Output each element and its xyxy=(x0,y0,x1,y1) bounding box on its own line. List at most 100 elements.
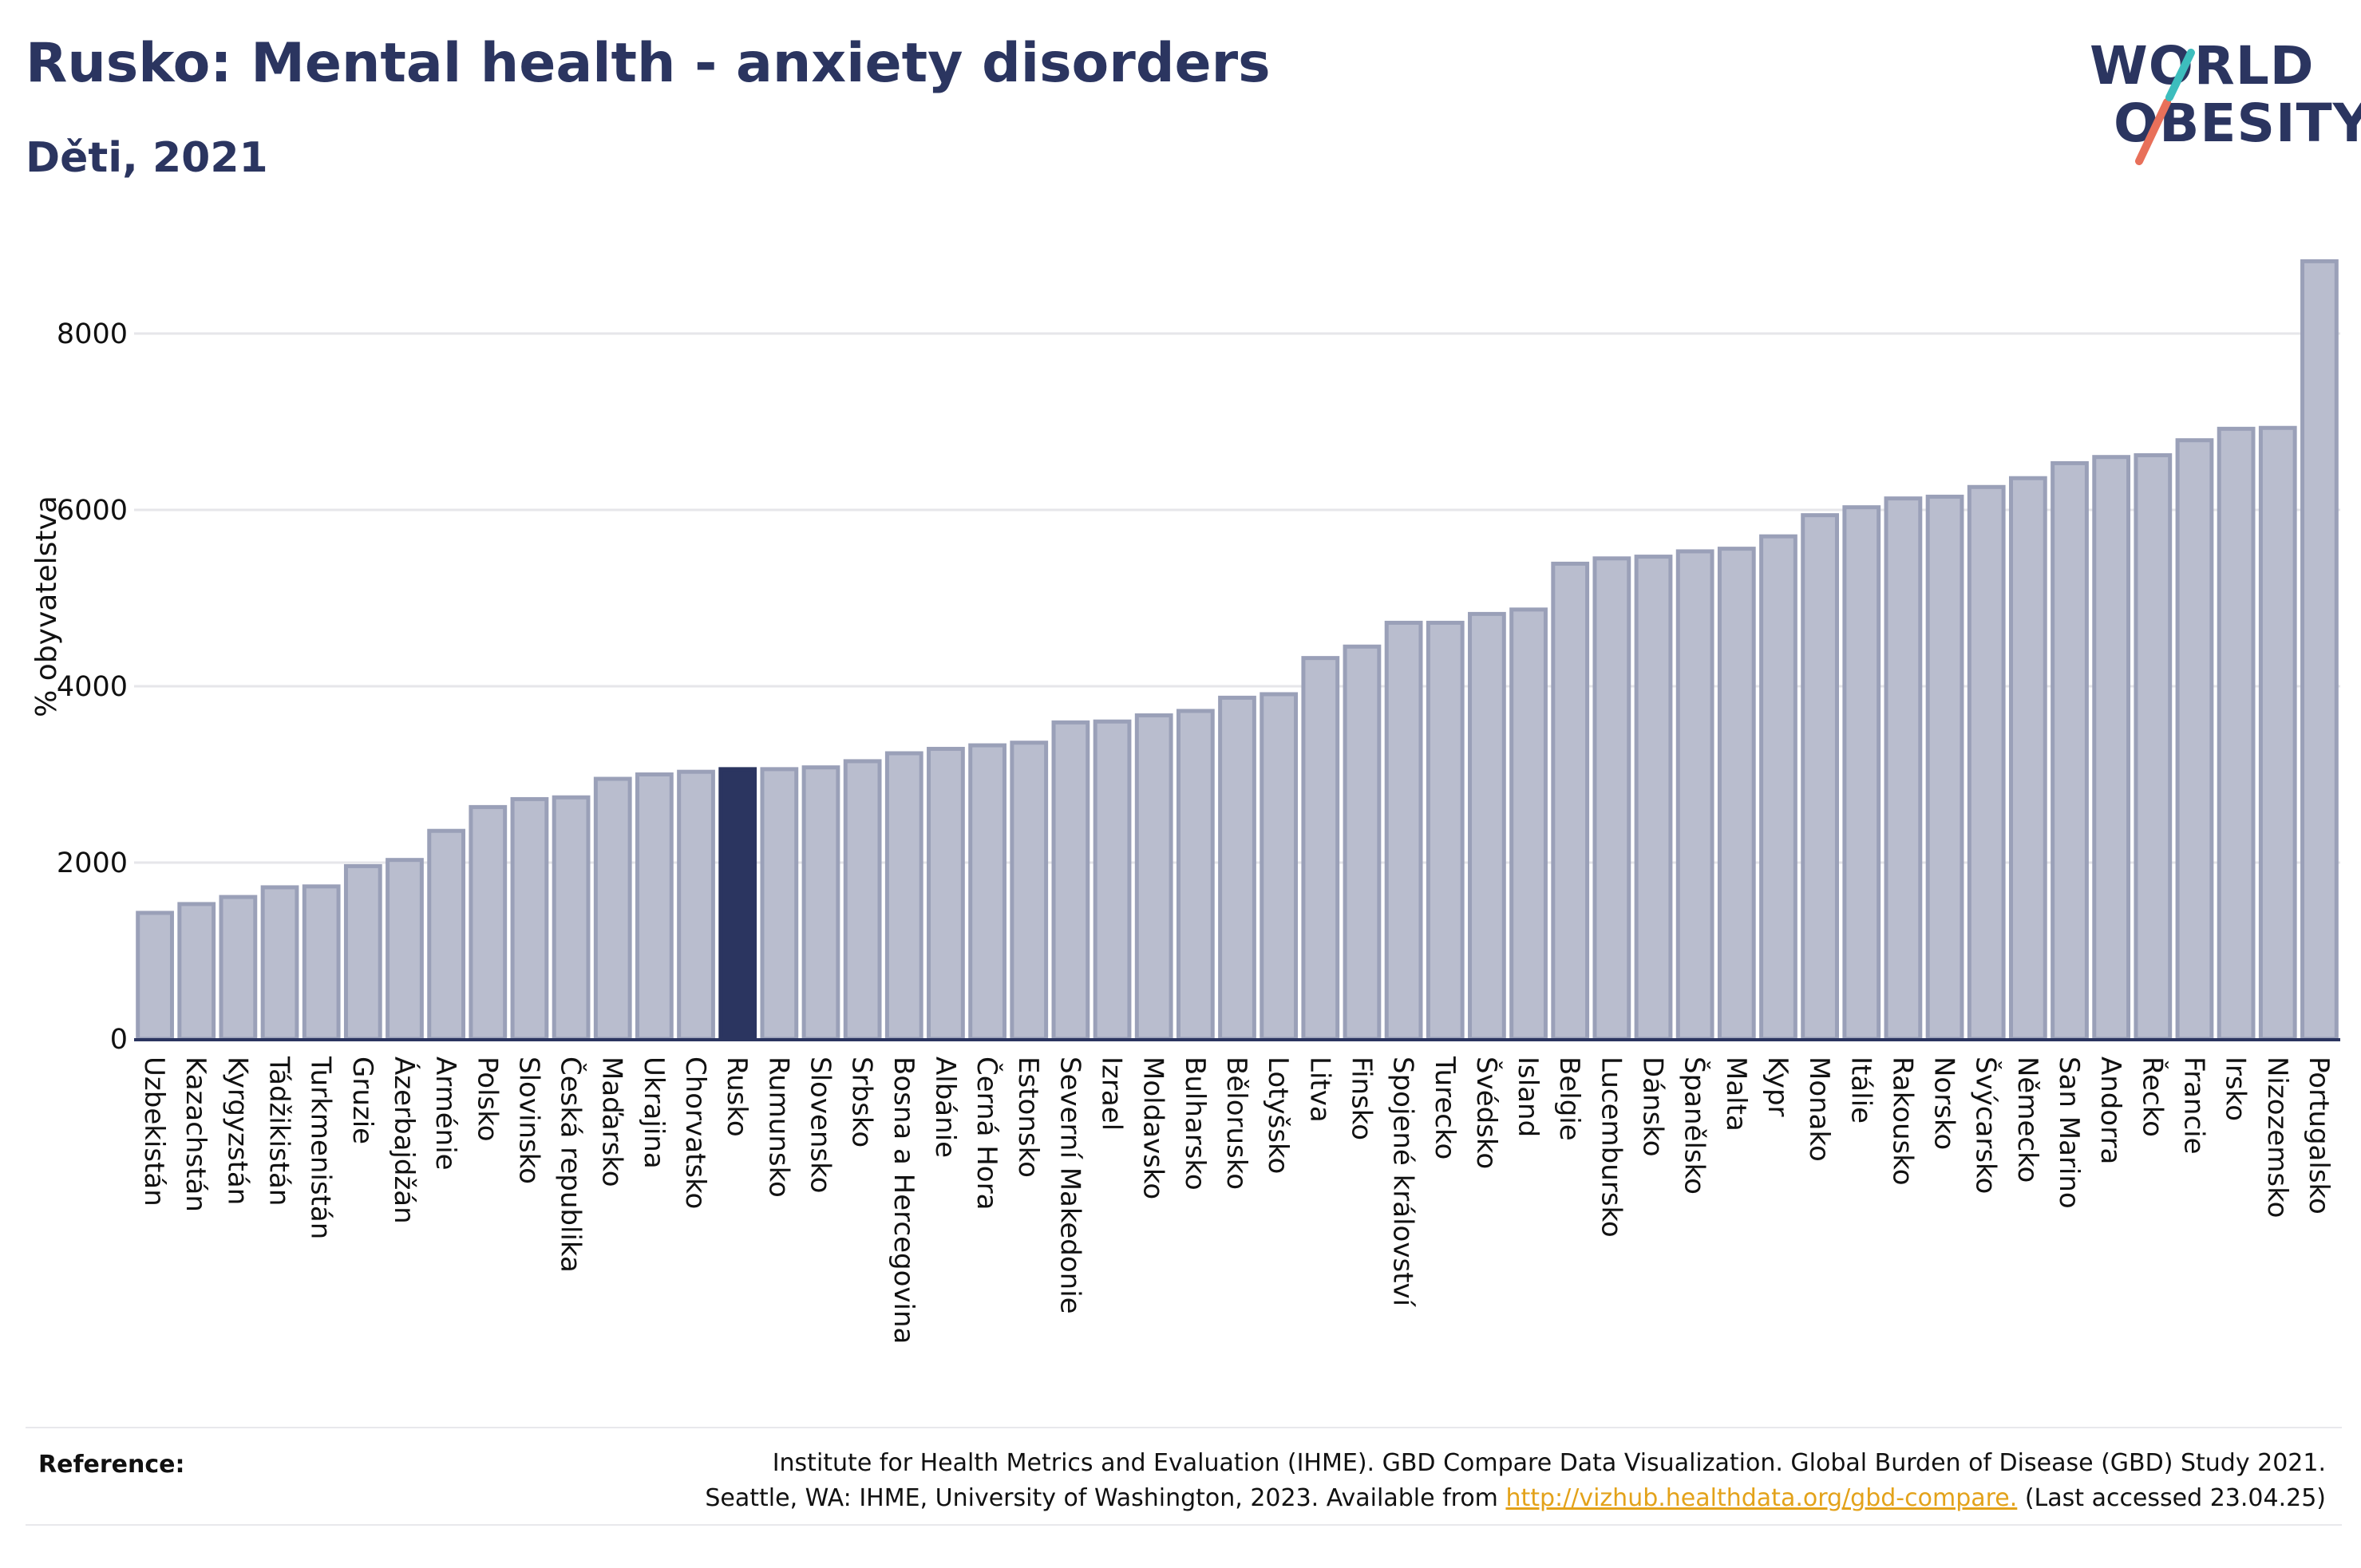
x-tick-label: Severní Makedonie xyxy=(1054,1057,1086,1314)
reference-label: Reference: xyxy=(38,1451,185,1479)
bar-Slovinsko xyxy=(510,796,549,1041)
x-tick-label: Belgie xyxy=(1553,1057,1585,1141)
bar-Španělsko xyxy=(1675,549,1714,1041)
x-tick-label: Spojené království xyxy=(1387,1057,1419,1308)
bar-Izrael xyxy=(1093,719,1132,1041)
bar-Albánie xyxy=(927,746,965,1041)
bar-Řecko xyxy=(2134,452,2173,1041)
bar-Finsko xyxy=(1343,644,1382,1041)
x-tick-labels: Uzbekistán Kazachstán Kyrgyzstán Tádžikistá… xyxy=(138,1056,2335,1344)
x-tick-label: Malta xyxy=(1720,1057,1752,1132)
x-tick-label: Dánsko xyxy=(1637,1057,1669,1157)
bar-Švýcarsko xyxy=(1967,484,2006,1041)
x-tick-label: Turecko xyxy=(1429,1056,1461,1159)
x-tick-label: Francie xyxy=(2177,1057,2209,1155)
bar-Irsko xyxy=(2217,426,2256,1041)
x-tick-label: Nizozemsko xyxy=(2261,1057,2293,1218)
x-tick-label: Kazachstán xyxy=(180,1057,212,1212)
x-tick-label: Německo xyxy=(2011,1057,2043,1183)
logo-line-1: WORLD xyxy=(2090,35,2315,97)
x-tick-label: Lucembursko xyxy=(1595,1057,1627,1238)
x-tick-label: Španělsko xyxy=(1679,1057,1711,1195)
bar-Srbsko xyxy=(843,759,882,1041)
x-tick-label: Finsko xyxy=(1345,1057,1377,1140)
bars xyxy=(136,259,2339,1041)
x-tick-label: Turkmenistán xyxy=(305,1056,337,1239)
bar-Gruzie xyxy=(343,863,382,1041)
x-tick-label: Bosna a Hercegovina xyxy=(888,1057,919,1344)
x-tick-label: Slovinsko xyxy=(512,1057,544,1184)
bar-Belgie xyxy=(1551,561,1590,1041)
bar-Turecko xyxy=(1426,620,1465,1041)
x-tick-label: Rusko xyxy=(721,1057,753,1137)
x-tick-label: Slovensko xyxy=(804,1057,836,1193)
bar-Turkmenistán xyxy=(302,884,341,1041)
x-tick-label: Tádžikistán xyxy=(263,1056,295,1206)
bar-Švédsko xyxy=(1468,611,1506,1041)
bar-Island xyxy=(1509,607,1548,1041)
x-tick-label: San Marino xyxy=(2053,1057,2085,1209)
x-tick-label: Itálie xyxy=(1845,1057,1877,1124)
bar-Maďarsko xyxy=(593,776,632,1041)
logo-slash-icon xyxy=(2135,49,2195,165)
x-tick-label: Ukrajina xyxy=(638,1057,670,1169)
bar-Kazachstán xyxy=(177,902,216,1041)
x-tick-label: Ázerbajdžán xyxy=(388,1057,421,1224)
bar-Norsko xyxy=(1925,494,1964,1041)
footer-divider-top xyxy=(26,1427,2342,1428)
x-tick-label: Švýcarsko xyxy=(1970,1057,2003,1194)
x-tick-label: Izrael xyxy=(1096,1057,1128,1131)
footer-divider-bottom xyxy=(26,1524,2342,1526)
x-tick-label: Maďarsko xyxy=(596,1057,628,1187)
bar-Lotyšsko xyxy=(1260,692,1299,1041)
bar-Dánsko xyxy=(1634,555,1673,1041)
bar-Rusko xyxy=(718,767,757,1041)
bar-Česká republika xyxy=(552,795,591,1041)
x-tick-label: Polsko xyxy=(471,1057,503,1142)
world-obesity-logo: WORLD OBESITY xyxy=(2059,24,2361,168)
bar-Rakousko xyxy=(1884,496,1923,1041)
x-tick-label: Řecko xyxy=(2136,1057,2169,1137)
x-tick-label: Bělorusko xyxy=(1220,1057,1252,1190)
x-tick-label: Albánie xyxy=(929,1057,961,1158)
bar-Francie xyxy=(2175,438,2214,1041)
x-tick-label: Srbsko xyxy=(846,1057,878,1147)
reference-line-1: Institute for Health Metrics and Evaluat… xyxy=(772,1449,2326,1477)
y-tick-label: 4000 xyxy=(57,671,128,703)
x-tick-label: Chorvatsko xyxy=(679,1057,711,1209)
x-tick-label: Monako xyxy=(1803,1057,1835,1162)
x-tick-label: Norsko xyxy=(1928,1057,1960,1150)
bar-Polsko xyxy=(469,804,508,1041)
bar-Bosna a Hercegovina xyxy=(884,751,923,1041)
x-tick-label: Litva xyxy=(1303,1057,1335,1123)
x-tick-label: Černá Hora xyxy=(971,1057,1003,1210)
bar-Tádžikistán xyxy=(260,885,299,1041)
x-tick-label: Uzbekistán xyxy=(138,1057,170,1207)
y-tick-label: 8000 xyxy=(57,318,128,350)
y-tick-label: 0 xyxy=(110,1024,128,1056)
bar-Kyrgyzstán xyxy=(219,895,258,1041)
x-tick-label: Kyrgyzstán xyxy=(221,1057,253,1205)
x-tick-label: Lotyšsko xyxy=(1262,1057,1294,1174)
x-tick-label: Island xyxy=(1512,1057,1544,1137)
bar-Severní Makedonie xyxy=(1051,720,1090,1041)
reference-link[interactable]: http://vizhub.healthdata.org/gbd-compare… xyxy=(1505,1484,2018,1512)
bar-Arménie xyxy=(427,828,466,1041)
bar-Itálie xyxy=(1842,505,1881,1041)
bar-Estonsko xyxy=(1010,741,1049,1041)
bar-Chorvatsko xyxy=(677,769,715,1041)
bar-Malta xyxy=(1717,547,1756,1041)
bar-Litva xyxy=(1301,656,1340,1041)
x-tick-label: Gruzie xyxy=(346,1057,378,1144)
x-tick-label: Portugalsko xyxy=(2303,1057,2335,1215)
bar-Lucembursko xyxy=(1592,556,1631,1041)
bar-San Marino xyxy=(2051,460,2089,1041)
y-tick-label: 6000 xyxy=(57,495,128,527)
chart-title: Rusko: Mental health - anxiety disorders xyxy=(26,32,1271,95)
bar-Bulharsko xyxy=(1176,709,1215,1041)
reference-line-2-prefix: Seattle, WA: IHME, University of Washing… xyxy=(705,1484,1506,1512)
y-tick-labels: 0 2000 4000 6000 8000 xyxy=(57,318,128,1056)
bar-Monako xyxy=(1801,513,1839,1041)
x-tick-label: Rumunsko xyxy=(762,1057,794,1198)
bar-Moldavsko xyxy=(1134,713,1173,1041)
